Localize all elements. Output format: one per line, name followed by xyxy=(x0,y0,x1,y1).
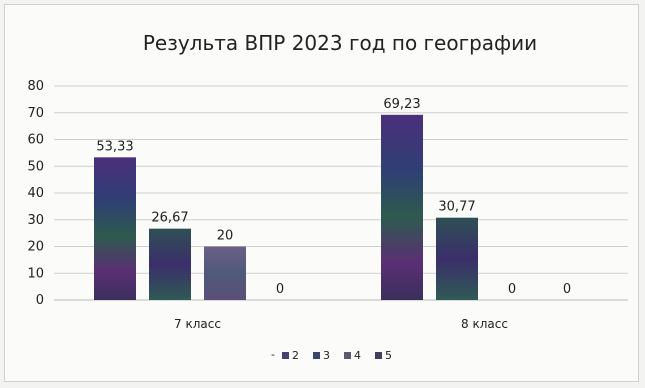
y-tick-label: 30 xyxy=(27,213,44,228)
y-tick-label: 40 xyxy=(27,186,44,201)
data-label: 53,33 xyxy=(96,139,133,154)
y-tick-label: 80 xyxy=(27,79,44,94)
category-labels: 7 класс 8 класс xyxy=(174,317,508,331)
y-tick-label: 60 xyxy=(27,133,44,148)
legend-swatch xyxy=(313,352,320,359)
chart-title: Результа ВПР 2023 год по географии xyxy=(143,31,537,55)
legend-label: 2 xyxy=(292,349,299,362)
y-tick-label: 10 xyxy=(27,266,44,281)
data-label: 20 xyxy=(217,229,234,244)
data-label: 69,23 xyxy=(383,97,420,112)
legend-prefix: - xyxy=(271,348,275,361)
bars xyxy=(94,114,478,300)
bar xyxy=(204,246,246,300)
bar xyxy=(436,217,478,300)
data-label: 0 xyxy=(276,282,284,297)
data-label: 0 xyxy=(508,282,516,297)
data-label: 30,77 xyxy=(438,200,475,215)
legend: - 2 3 4 5 xyxy=(271,348,392,362)
legend-label: 5 xyxy=(385,349,392,362)
data-label: 0 xyxy=(563,282,571,297)
bar xyxy=(94,157,136,300)
y-axis-ticks: 0 10 20 30 40 50 60 70 80 xyxy=(27,79,44,308)
data-labels: 53,33 26,67 20 0 69,23 30,77 0 0 xyxy=(96,97,571,297)
category-label: 8 класс xyxy=(461,317,508,331)
y-tick-label: 0 xyxy=(36,293,44,308)
legend-swatch xyxy=(375,352,382,359)
bar xyxy=(381,114,423,300)
y-tick-label: 20 xyxy=(27,240,44,255)
category-label: 7 класс xyxy=(174,317,221,331)
legend-label: 4 xyxy=(354,349,361,362)
bar xyxy=(149,228,191,300)
grid-lines xyxy=(54,85,628,274)
y-tick-label: 50 xyxy=(27,159,44,174)
legend-swatch xyxy=(344,352,351,359)
y-tick-label: 70 xyxy=(27,106,44,121)
data-label: 26,67 xyxy=(151,211,188,226)
legend-label: 3 xyxy=(323,349,330,362)
legend-swatch xyxy=(282,352,289,359)
